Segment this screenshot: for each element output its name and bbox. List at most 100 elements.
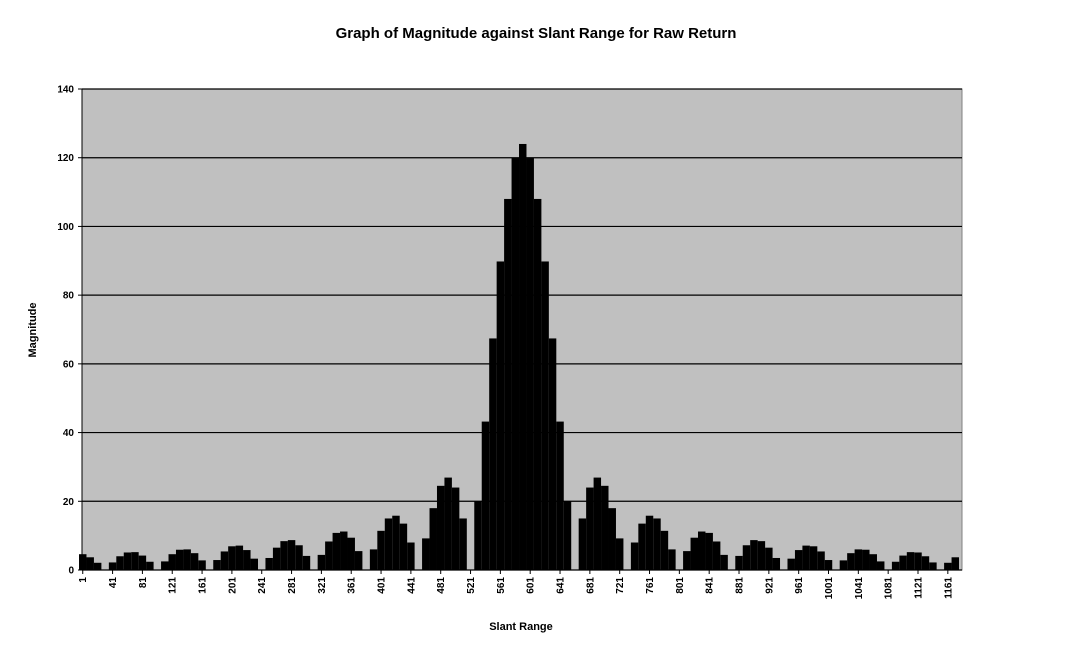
x-tick-label: 881 bbox=[735, 577, 746, 594]
bar bbox=[533, 198, 542, 570]
x-tick-label: 801 bbox=[675, 577, 686, 594]
bar bbox=[794, 550, 803, 570]
bar bbox=[899, 555, 907, 570]
x-tick-label: 1121 bbox=[914, 577, 925, 599]
bar bbox=[302, 555, 311, 570]
bar bbox=[601, 485, 609, 570]
bar bbox=[638, 523, 646, 570]
bar bbox=[712, 541, 721, 570]
x-tick-label: 1041 bbox=[854, 577, 865, 600]
bar bbox=[131, 552, 139, 570]
bar bbox=[243, 550, 251, 570]
x-tick-label: 161 bbox=[198, 577, 209, 594]
bar bbox=[660, 530, 669, 570]
bar bbox=[951, 557, 960, 570]
bar bbox=[250, 558, 258, 570]
bar bbox=[190, 553, 199, 570]
bar bbox=[175, 549, 184, 570]
x-tick-label: 321 bbox=[317, 577, 328, 594]
bar bbox=[79, 554, 87, 570]
bar bbox=[929, 562, 937, 570]
bar bbox=[735, 555, 743, 570]
bar bbox=[332, 532, 341, 570]
bar bbox=[578, 518, 587, 570]
x-axis-label: Slant Range bbox=[489, 621, 553, 633]
x-tick-label: 241 bbox=[257, 577, 268, 594]
x-tick-label: 641 bbox=[556, 577, 567, 594]
bar bbox=[891, 561, 900, 570]
x-tick-label: 121 bbox=[168, 577, 179, 594]
bar bbox=[138, 555, 147, 570]
bar bbox=[459, 518, 467, 570]
x-tick-label: 601 bbox=[526, 577, 537, 594]
bar bbox=[824, 560, 833, 570]
bar bbox=[683, 551, 691, 570]
bar bbox=[280, 541, 288, 570]
bar bbox=[653, 518, 661, 570]
bar bbox=[481, 421, 490, 570]
bar bbox=[750, 540, 758, 570]
bar bbox=[698, 531, 706, 570]
bar bbox=[407, 542, 415, 570]
bar bbox=[108, 562, 117, 570]
bar bbox=[519, 143, 527, 570]
bar bbox=[906, 552, 915, 570]
bar bbox=[489, 338, 497, 570]
x-tick-label: 1161 bbox=[943, 577, 954, 599]
x-tick-label: 401 bbox=[377, 577, 388, 594]
x-tick-label: 841 bbox=[705, 577, 716, 594]
bar bbox=[161, 561, 169, 570]
bar bbox=[436, 485, 445, 570]
bar bbox=[451, 487, 460, 570]
x-tick-label: 1081 bbox=[884, 577, 895, 600]
bar bbox=[444, 477, 452, 570]
x-tick-label: 681 bbox=[585, 577, 596, 594]
x-tick-label: 521 bbox=[466, 577, 477, 594]
x-tick-label: 361 bbox=[347, 577, 358, 594]
bar bbox=[839, 560, 848, 570]
x-tick-label: 961 bbox=[794, 577, 805, 594]
bar bbox=[563, 501, 572, 570]
bar bbox=[921, 556, 930, 570]
bar bbox=[787, 558, 795, 570]
bar bbox=[876, 561, 885, 570]
y-tick-label: 40 bbox=[63, 428, 75, 439]
chart-title: Graph of Magnitude against Slant Range f… bbox=[336, 25, 737, 42]
bar bbox=[213, 560, 221, 570]
x-tick-label: 281 bbox=[287, 577, 298, 594]
bar bbox=[757, 541, 766, 570]
y-axis-label: Magnitude bbox=[27, 303, 39, 358]
bar bbox=[593, 477, 602, 570]
bar bbox=[317, 554, 326, 570]
bar bbox=[325, 541, 333, 570]
y-tick-label: 80 bbox=[63, 291, 75, 302]
bar bbox=[608, 508, 616, 570]
bar bbox=[556, 421, 564, 570]
y-tick-label: 140 bbox=[57, 85, 74, 96]
y-tick-label: 60 bbox=[63, 359, 75, 370]
bar bbox=[772, 557, 781, 570]
bar bbox=[615, 538, 624, 570]
bar bbox=[914, 552, 922, 570]
y-tick-label: 120 bbox=[57, 153, 74, 164]
x-tick-label: 201 bbox=[227, 577, 238, 594]
bar bbox=[869, 554, 877, 570]
bar bbox=[422, 538, 430, 570]
bar bbox=[116, 556, 124, 570]
bar bbox=[168, 554, 176, 570]
bar bbox=[526, 158, 534, 570]
bar bbox=[474, 501, 482, 570]
bar bbox=[862, 549, 870, 570]
bar bbox=[854, 549, 863, 570]
x-tick-label: 561 bbox=[496, 577, 507, 594]
bar bbox=[765, 547, 773, 570]
bar bbox=[287, 540, 296, 570]
bar bbox=[86, 557, 94, 570]
y-tick-label: 0 bbox=[68, 566, 74, 577]
bar bbox=[690, 537, 698, 570]
bar bbox=[645, 515, 654, 570]
bar bbox=[630, 542, 639, 570]
x-tick-label: 1001 bbox=[824, 577, 835, 600]
bar bbox=[272, 547, 281, 570]
